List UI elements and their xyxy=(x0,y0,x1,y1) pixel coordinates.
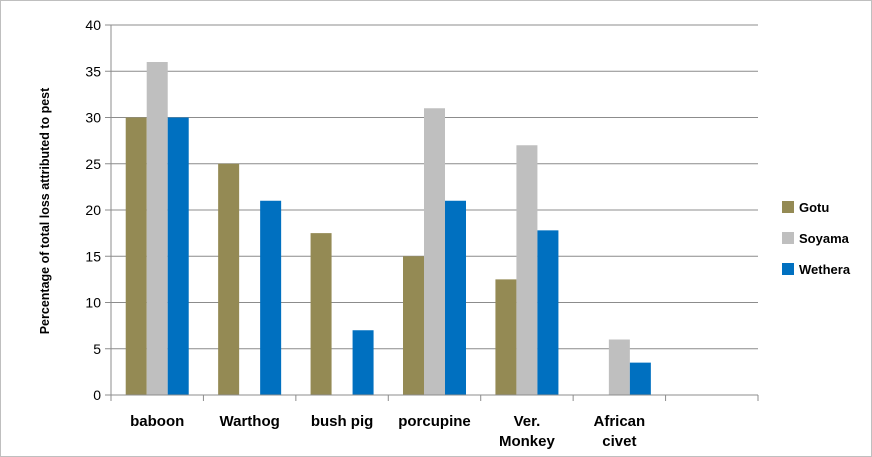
bar-wethera xyxy=(352,330,374,395)
y-axis-title: Percentage of total loss attributed to p… xyxy=(38,87,52,334)
legend-swatch-gotu xyxy=(782,201,794,213)
x-category-label: civet xyxy=(602,433,636,450)
bar-wethera xyxy=(167,117,189,395)
y-tick-label: 35 xyxy=(85,63,101,79)
bar-soyama xyxy=(608,339,630,395)
legend-label-wethera: Wethera xyxy=(799,262,851,277)
x-category-labels: baboon Warthog bush pig porcupine Ver. Monkey… xyxy=(130,413,645,450)
bar-wethera xyxy=(537,230,559,395)
y-tick-labels: 0 5 10 15 20 25 30 35 40 xyxy=(85,17,101,403)
y-tick-label: 30 xyxy=(85,110,101,126)
bar-wethera xyxy=(629,362,651,395)
bar-soyama xyxy=(146,62,168,395)
bar-gotu xyxy=(218,163,240,395)
x-category-label: porcupine xyxy=(398,413,471,430)
bar-gotu xyxy=(125,117,147,395)
bar-wethera xyxy=(445,200,466,395)
legend: Gotu Soyama Wethera xyxy=(782,200,851,277)
y-tick-label: 5 xyxy=(93,341,101,357)
legend-label-gotu: Gotu xyxy=(799,200,829,215)
bar-gotu xyxy=(495,279,517,395)
y-tick-label: 10 xyxy=(85,295,101,311)
y-tick-label: 40 xyxy=(85,17,101,33)
y-tick-label: 0 xyxy=(93,387,101,403)
bars xyxy=(125,62,651,395)
x-category-label: Warthog xyxy=(220,413,280,430)
y-tick-label: 15 xyxy=(85,248,101,264)
legend-swatch-wethera xyxy=(782,263,794,275)
axes xyxy=(110,25,759,401)
y-tick-label: 25 xyxy=(85,156,101,172)
legend-swatch-soyama xyxy=(782,232,794,244)
bar-soyama xyxy=(516,145,538,395)
x-category-label: African xyxy=(594,413,646,430)
bar-wethera xyxy=(260,200,282,395)
bar-gotu xyxy=(403,256,424,395)
x-category-label: Ver. xyxy=(514,413,541,430)
x-category-label: baboon xyxy=(130,413,184,430)
legend-label-soyama: Soyama xyxy=(799,231,850,246)
bar-gotu xyxy=(310,233,332,395)
bar-soyama xyxy=(424,108,445,395)
y-tick-label: 20 xyxy=(85,202,101,218)
x-category-label: bush pig xyxy=(311,413,374,430)
x-category-label: Monkey xyxy=(499,433,556,450)
